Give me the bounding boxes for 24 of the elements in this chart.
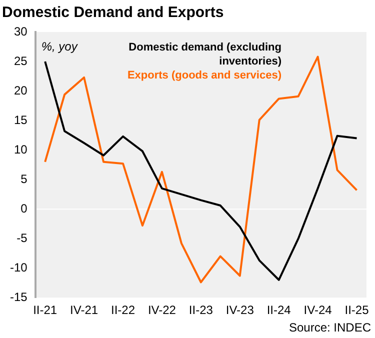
x-tick-label: IV-21 <box>70 303 98 318</box>
source-note: Source: INDEC <box>288 320 372 334</box>
y-tick-label: -10 <box>10 260 28 274</box>
y-tick-label: 5 <box>20 172 28 186</box>
y-tick-label: 25 <box>14 54 28 68</box>
y-tick-label: 15 <box>14 112 28 127</box>
x-tick-label: II-24 <box>266 303 292 318</box>
y-tick-label: -15 <box>10 290 28 304</box>
x-tick-label: II-25 <box>344 303 370 318</box>
annotation: %, yoy <box>41 39 78 54</box>
text: Domestic demand (excluding inventories) <box>128 42 282 68</box>
x-tick-label: IV-22 <box>148 303 176 318</box>
y-tick-label: -5 <box>16 230 28 245</box>
x-tick-label: IV-24 <box>304 303 332 318</box>
y-tick-label: 30 <box>14 24 28 38</box>
series-label: Exports (goods and services) <box>127 70 282 82</box>
chart-title: Domestic Demand and Exports <box>2 4 224 22</box>
x-tick-label: II-21 <box>33 303 58 318</box>
x-tick-label: II-22 <box>110 303 136 318</box>
y-tick-label: 10 <box>14 142 28 156</box>
y-tick-label: 0 <box>20 201 28 216</box>
x-tick-label: II-23 <box>188 303 214 318</box>
x-tick-label: IV-23 <box>226 303 254 318</box>
y-tick-label: 20 <box>14 83 28 98</box>
